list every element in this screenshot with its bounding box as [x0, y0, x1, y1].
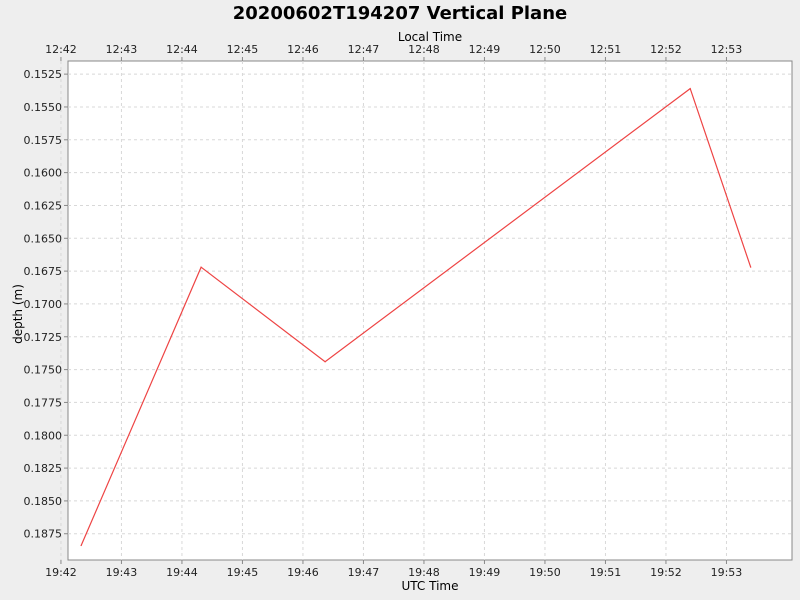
series-layer [80, 87, 752, 547]
top-tick-label: 12:45 [227, 43, 259, 56]
y-tick-label: 0.1650 [24, 232, 63, 245]
x-tick-label: 19:49 [469, 566, 501, 579]
plot-area [67, 60, 793, 561]
top-tick-label: 12:49 [469, 43, 501, 56]
y-axis-label: depth (m) [11, 284, 25, 344]
top-tick-label: 12:48 [408, 43, 440, 56]
x-tick-label: 19:48 [408, 566, 440, 579]
top-axis: 12:42 12:43 12:44 12:45 12:46 12:47 12:48 12:49… [45, 43, 742, 61]
y-tick-label: 0.1825 [24, 462, 63, 475]
y-tick-label: 0.1600 [24, 167, 63, 180]
y-tick-label: 0.1775 [24, 396, 63, 409]
x-tick-label: 19:43 [106, 566, 138, 579]
top-axis-label: Local Time [398, 30, 462, 44]
x-axis: 19:42 19:43 19:44 19:45 19:46 19:47 19:48 19:49… [45, 560, 742, 579]
y-tick-label: 0.1675 [24, 265, 63, 278]
top-tick-label: 12:52 [650, 43, 682, 56]
y-tick-label: 0.1700 [24, 298, 63, 311]
y-tick-label: 0.1800 [24, 429, 63, 442]
x-tick-label: 19:50 [529, 566, 561, 579]
x-tick-label: 19:44 [166, 566, 198, 579]
y-tick-label: 0.1750 [24, 364, 63, 377]
top-tick-label: 12:42 [45, 43, 77, 56]
y-tick-label: 0.1725 [24, 331, 63, 344]
x-tick-label: 19:45 [227, 566, 259, 579]
top-tick-label: 12:53 [711, 43, 743, 56]
y-axis: 0.1525 0.1550 0.1575 0.1600 0.1625 0.1650 0.16… [24, 68, 68, 541]
x-tick-label: 19:53 [711, 566, 743, 579]
y-tick-label: 0.1550 [24, 101, 63, 114]
y-tick-label: 0.1850 [24, 495, 63, 508]
y-tick-label: 0.1875 [24, 528, 63, 541]
x-tick-label: 19:47 [348, 566, 380, 579]
x-tick-label: 19:51 [590, 566, 622, 579]
y-tick-label: 0.1525 [24, 68, 63, 81]
data-point [80, 544, 82, 547]
x-tick-label: 19:52 [650, 566, 682, 579]
data-point [689, 87, 691, 90]
top-tick-label: 12:50 [529, 43, 561, 56]
y-tick-label: 0.1625 [24, 199, 63, 212]
top-tick-label: 12:43 [106, 43, 138, 56]
x-tick-label: 19:46 [287, 566, 319, 579]
data-point [324, 361, 326, 363]
top-tick-label: 12:51 [590, 43, 622, 56]
x-tick-label: 19:42 [45, 566, 77, 579]
x-axis-label: UTC Time [402, 579, 459, 593]
data-point [750, 266, 752, 268]
chart-title: 20200602T194207 Vertical Plane [233, 3, 567, 24]
top-tick-label: 12:46 [287, 43, 319, 56]
top-tick-label: 12:44 [166, 43, 198, 56]
grid [60, 61, 792, 560]
y-tick-label: 0.1575 [24, 134, 63, 147]
data-point [200, 266, 202, 268]
top-tick-label: 12:47 [348, 43, 380, 56]
